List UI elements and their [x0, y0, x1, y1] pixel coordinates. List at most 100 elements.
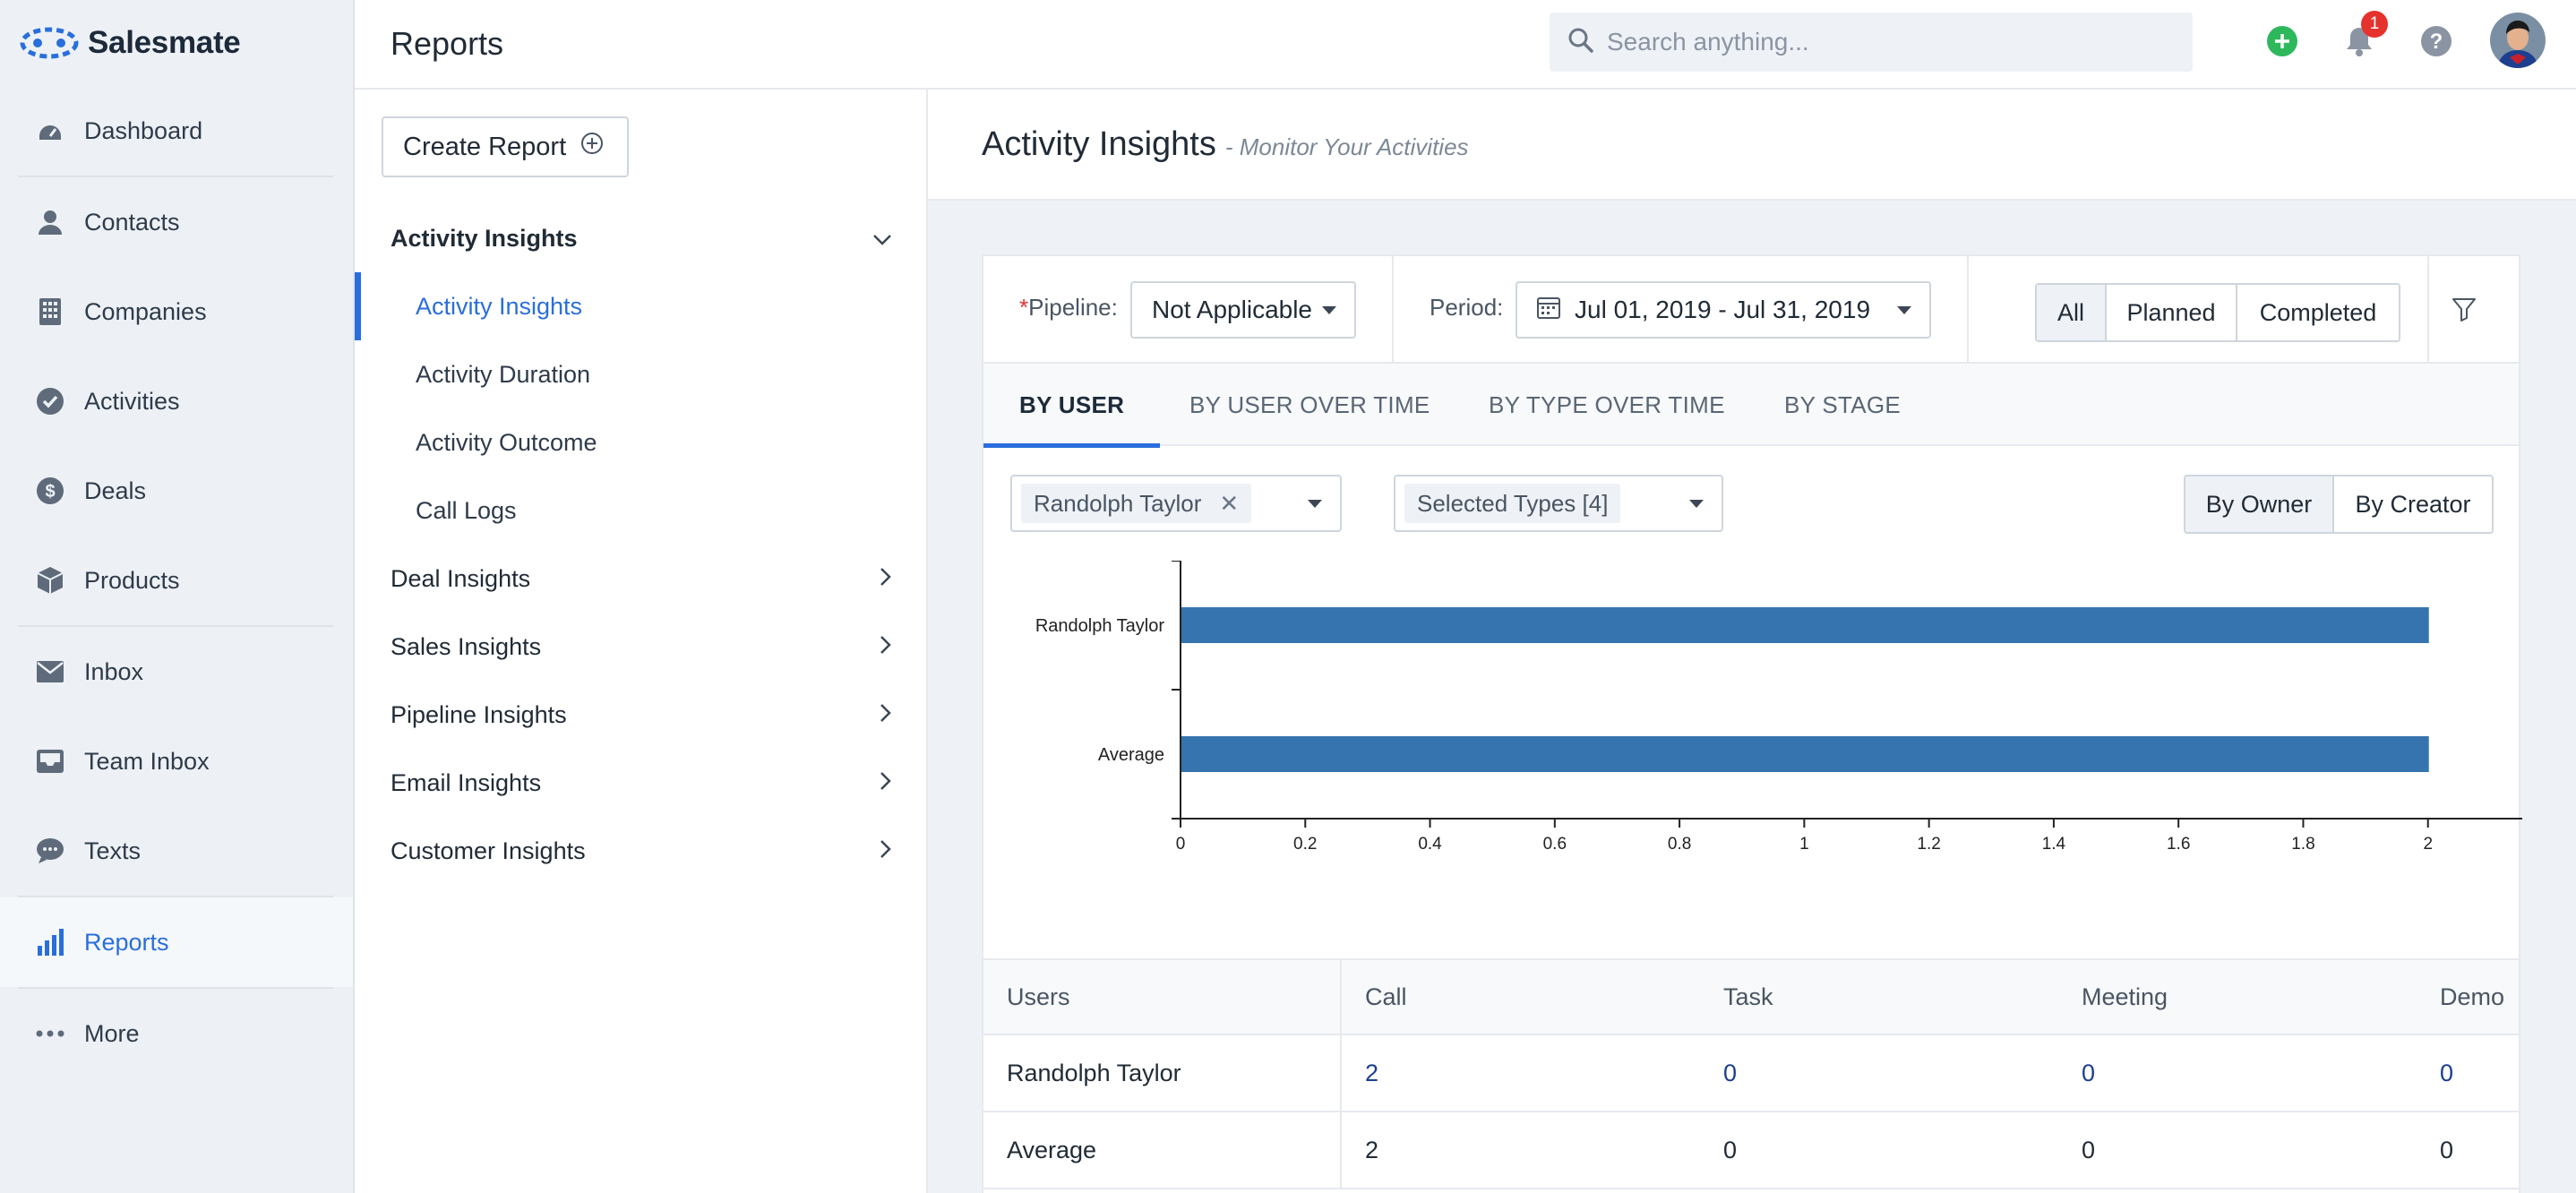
- by-owner-toggle[interactable]: By Owner: [2185, 476, 2334, 532]
- nav-label: Dashboard: [84, 116, 203, 144]
- pipeline-select[interactable]: Not Applicable: [1130, 281, 1356, 339]
- tab-by-user[interactable]: BY USER: [983, 364, 1161, 448]
- notification-badge: 1: [2361, 11, 2388, 38]
- status-segment: All Planned Completed: [2035, 283, 2400, 342]
- pipeline-label-text: Pipeline:: [1028, 294, 1118, 321]
- cell-task[interactable]: 0: [1723, 1059, 1738, 1086]
- reports-icon: [34, 926, 66, 958]
- filter-bar: *Pipeline: Not Applicable Period: Jul 01…: [983, 256, 2519, 364]
- global-search[interactable]: [1550, 13, 2193, 72]
- x-tick-label: 1.2: [1917, 835, 1940, 854]
- caret-down-icon: [1322, 306, 1336, 314]
- status-all[interactable]: All: [2037, 285, 2107, 340]
- group-customer-insights[interactable]: Customer Insights: [391, 833, 892, 869]
- nav-divider: [18, 625, 333, 627]
- nav-label: Team Inbox: [84, 747, 210, 775]
- products-icon: [34, 564, 66, 596]
- close-icon[interactable]: ✕: [1219, 489, 1240, 517]
- group-activity-insights[interactable]: Activity Insights: [391, 220, 892, 256]
- search-icon: [1567, 27, 1594, 58]
- search-input[interactable]: [1607, 28, 2144, 56]
- group-label: Customer Insights: [391, 837, 586, 864]
- group-deal-insights[interactable]: Deal Insights: [391, 561, 892, 596]
- contacts-icon: [34, 206, 66, 238]
- nav-item-deals[interactable]: $ Deals: [0, 446, 353, 536]
- x-tick-label: 1.6: [2167, 835, 2190, 854]
- top-header: Reports 1 ?: [355, 0, 2576, 90]
- activity-table: Users Call Task Meeting Demo Randolph Ta…: [983, 958, 2519, 1189]
- column-header-meeting: Meeting: [2082, 983, 2168, 1010]
- nav-label: Deals: [84, 476, 147, 504]
- nav-item-dashboard[interactable]: Dashboard: [0, 86, 353, 176]
- report-activity-duration[interactable]: Activity Duration: [416, 360, 591, 388]
- inbox-icon: [34, 656, 66, 688]
- cell-user: Randolph Taylor: [983, 1035, 1342, 1111]
- report-activity-insights[interactable]: Activity Insights: [355, 272, 926, 340]
- quick-add-button[interactable]: [2264, 25, 2300, 61]
- category-label: Average: [1098, 745, 1164, 765]
- nav-label: Contacts: [84, 208, 180, 236]
- calendar-icon: [1537, 296, 1560, 325]
- x-tick-label: 1: [1799, 835, 1809, 854]
- period-select[interactable]: Jul 01, 2019 - Jul 31, 2019: [1516, 281, 1931, 339]
- nav-item-team-inbox[interactable]: Team Inbox: [0, 717, 353, 806]
- nav-item-inbox[interactable]: Inbox: [0, 627, 353, 717]
- cell-user: Average: [983, 1112, 1342, 1188]
- tab-by-type-over-time[interactable]: BY TYPE OVER TIME: [1489, 391, 1725, 418]
- group-label: Email Insights: [391, 768, 542, 796]
- nav-item-more[interactable]: More: [0, 989, 353, 1078]
- report-call-logs[interactable]: Call Logs: [416, 496, 517, 524]
- x-tick-label: 0.4: [1418, 835, 1442, 854]
- nav-item-reports[interactable]: Reports: [0, 897, 353, 987]
- by-creator-toggle[interactable]: By Creator: [2334, 476, 2492, 532]
- nav-item-products[interactable]: Products: [0, 536, 353, 625]
- cell-demo: 0: [2440, 1136, 2454, 1163]
- nav-item-contacts[interactable]: Contacts: [0, 177, 353, 267]
- column-header-call: Call: [1365, 983, 1407, 1010]
- chevron-right-icon: [880, 769, 892, 797]
- nav-label: Activities: [84, 387, 180, 415]
- column-header-task: Task: [1723, 983, 1773, 1010]
- group-sales-insights[interactable]: Sales Insights: [391, 629, 892, 665]
- nav-item-activities[interactable]: Activities: [0, 356, 353, 446]
- notifications-button[interactable]: 1: [2341, 11, 2388, 61]
- status-planned[interactable]: Planned: [2107, 285, 2237, 340]
- cell-meeting: 0: [2082, 1136, 2096, 1163]
- nav-item-texts[interactable]: Texts: [0, 806, 353, 896]
- brand[interactable]: Salesmate: [0, 0, 353, 86]
- user-avatar[interactable]: [2490, 13, 2546, 68]
- report-activity-outcome[interactable]: Activity Outcome: [416, 428, 597, 456]
- x-tick-label: 0.2: [1293, 835, 1317, 854]
- status-completed[interactable]: Completed: [2237, 285, 2399, 340]
- filter-button[interactable]: [2451, 296, 2477, 327]
- deals-icon: $: [34, 475, 66, 507]
- nav-label: Reports: [84, 928, 169, 956]
- tab-by-user-over-time[interactable]: BY USER OVER TIME: [1189, 391, 1430, 418]
- team-inbox-icon: [34, 745, 66, 777]
- plus-circle-icon: [2266, 25, 2298, 62]
- table-row: Average 2 0 0 0: [983, 1112, 2519, 1189]
- nav-item-companies[interactable]: Companies: [0, 267, 353, 356]
- group-email-insights[interactable]: Email Insights: [391, 765, 892, 801]
- user-filter-select[interactable]: Randolph Taylor ✕: [1010, 475, 1342, 532]
- filter-divider: [1967, 256, 1969, 364]
- report-title: Activity Insights: [982, 124, 1216, 163]
- types-filter-select[interactable]: Selected Types [4]: [1394, 475, 1723, 532]
- create-report-button[interactable]: Create Report: [382, 116, 629, 177]
- companies-icon: [34, 296, 66, 328]
- filter-divider: [1392, 256, 1394, 364]
- bar: [1181, 607, 2429, 643]
- help-button[interactable]: ?: [2418, 25, 2454, 61]
- reports-sidebar: Create Report Activity Insights Activity…: [355, 90, 928, 1193]
- cell-call[interactable]: 2: [1365, 1059, 1379, 1086]
- nav-divider: [18, 176, 333, 177]
- caret-down-icon: [1308, 500, 1322, 508]
- report-tabs: BY USER BY USER OVER TIME BY TYPE OVER T…: [983, 364, 2519, 448]
- group-pipeline-insights[interactable]: Pipeline Insights: [391, 697, 892, 733]
- tab-by-stage[interactable]: BY STAGE: [1784, 391, 1902, 418]
- nav-label: Texts: [84, 837, 142, 864]
- cell-demo[interactable]: 0: [2440, 1059, 2454, 1086]
- cell-meeting[interactable]: 0: [2082, 1059, 2096, 1086]
- filter-funnel-icon: [2451, 298, 2477, 326]
- dashboard-icon: [34, 115, 66, 147]
